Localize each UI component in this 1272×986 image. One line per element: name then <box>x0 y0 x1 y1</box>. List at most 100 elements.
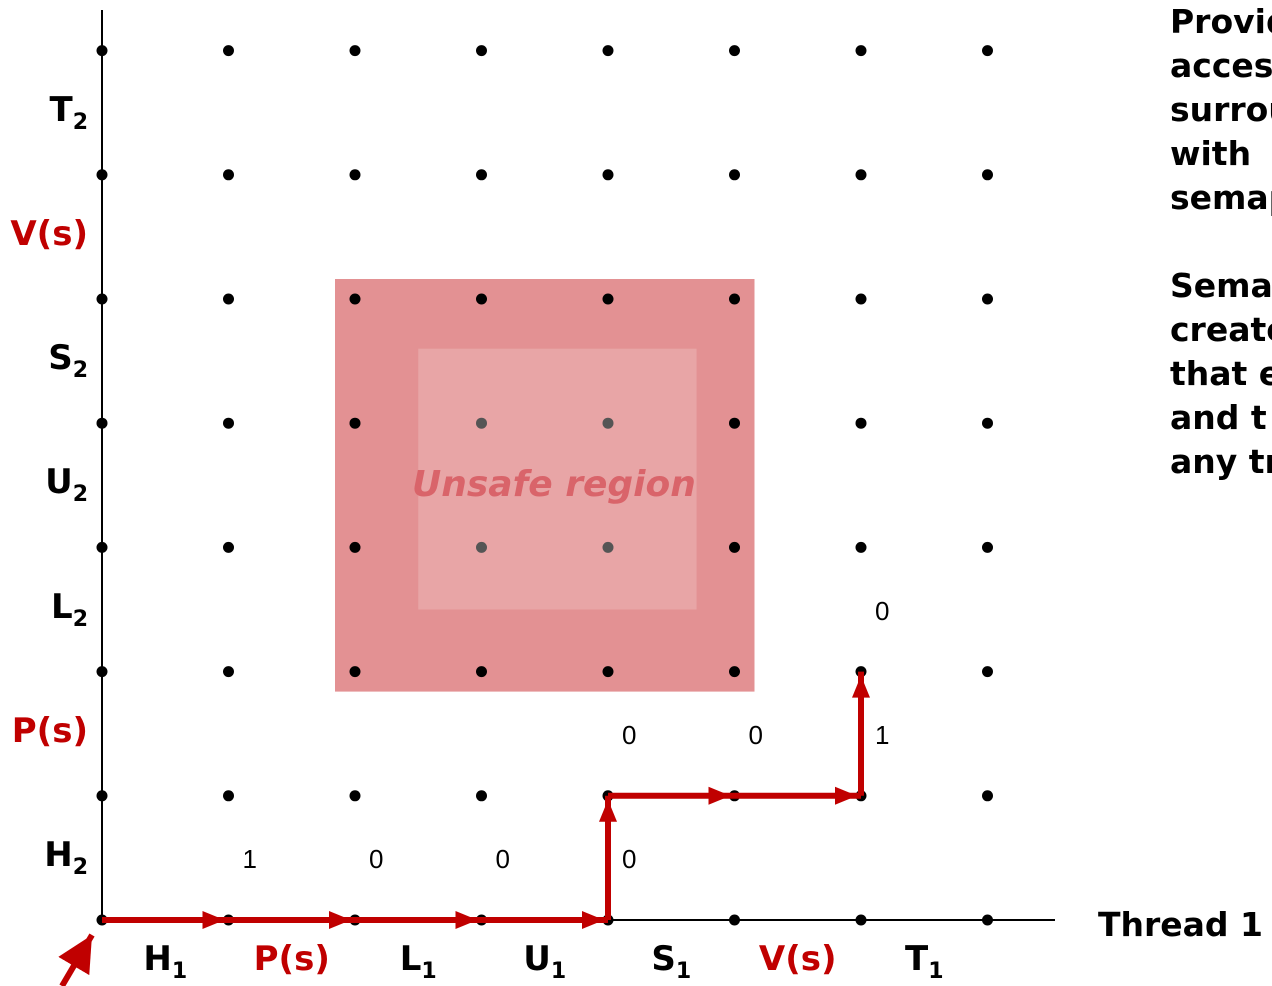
unsafe-region-label: Unsafe region <box>412 464 696 505</box>
trajectory-arrowhead <box>582 911 604 929</box>
grid-point <box>96 169 108 181</box>
grid-point <box>855 293 867 305</box>
grid-point <box>729 541 740 553</box>
semaphore-value: 1 <box>242 844 257 874</box>
thread2-tick-label: L2 <box>51 586 88 632</box>
grid-point <box>982 45 993 57</box>
grid-point <box>855 914 867 926</box>
grid-point <box>982 914 993 926</box>
grid-point <box>223 541 234 553</box>
side-line: Provide <box>1170 2 1272 41</box>
grid-point <box>476 417 487 429</box>
grid-point <box>602 541 614 553</box>
grid-point <box>729 666 740 678</box>
side-line: with <box>1170 134 1252 173</box>
trajectory-arrowhead <box>852 675 870 698</box>
grid-point <box>982 541 993 553</box>
trajectory-arrowhead <box>455 911 478 929</box>
start-arrow <box>58 933 95 986</box>
grid-point <box>223 790 234 802</box>
semaphore-value: 0 <box>369 844 384 874</box>
trajectory-arrowhead <box>599 799 617 822</box>
grid-point <box>982 417 993 429</box>
grid-point <box>729 45 740 57</box>
thread2-tick-label: V(s) <box>10 213 88 254</box>
thread2-tick-label: T2 <box>49 89 88 135</box>
semaphore-value: 0 <box>622 719 637 750</box>
trajectory-arrowhead <box>329 911 351 929</box>
grid-point <box>349 169 361 181</box>
grid-point <box>349 417 361 429</box>
side-line: create <box>1170 310 1272 349</box>
thread2-tick-label: H2 <box>44 834 88 880</box>
grid-point <box>96 417 108 429</box>
thread1-tick-label: S1 <box>651 939 692 984</box>
side-line: semap <box>1170 178 1272 217</box>
grid-point <box>96 45 108 57</box>
grid-point <box>982 790 993 802</box>
grid-point <box>476 293 487 305</box>
side-line: Semap <box>1170 266 1272 305</box>
grid-point <box>982 293 993 305</box>
grid-point <box>96 293 108 305</box>
grid-point <box>602 169 614 181</box>
unsafe-region-inner <box>418 348 697 610</box>
trajectory-arrowhead <box>708 786 731 805</box>
semaphore-value: 1 <box>875 719 890 750</box>
semaphore-value: 0 <box>622 844 637 874</box>
grid-point <box>855 541 867 553</box>
semaphore-value: 0 <box>495 844 510 874</box>
grid-point <box>602 417 614 429</box>
grid-point <box>223 293 234 305</box>
grid-point <box>982 666 993 678</box>
grid-point <box>349 541 361 553</box>
semaphore-value: 0 <box>875 595 890 626</box>
side-line: that e <box>1170 354 1272 393</box>
thread1-tick-label: U1 <box>523 939 567 984</box>
grid-point <box>96 790 108 802</box>
side-line: any tr <box>1170 442 1272 481</box>
thread1-tick-label: P(s) <box>253 939 330 979</box>
thread1-tick-label: T1 <box>904 939 944 984</box>
thread1-axis-title: Thread 1 <box>1098 905 1263 944</box>
grid-point <box>602 293 614 305</box>
side-line: surrou <box>1170 90 1272 129</box>
grid-point <box>476 169 487 181</box>
thread1-tick-label: H1 <box>143 939 188 984</box>
start-arrow-shaft <box>58 933 95 986</box>
unsafe-region <box>335 279 755 692</box>
grid-point <box>96 666 108 678</box>
grid-point <box>349 666 361 678</box>
grid-point <box>602 666 614 678</box>
grid-point <box>349 293 361 305</box>
thread2-tick-label: P(s) <box>11 710 88 751</box>
grid-point <box>729 417 740 429</box>
trajectory-arrowhead <box>202 911 225 929</box>
thread1-tick-label: L1 <box>399 939 437 984</box>
grid-point <box>223 666 234 678</box>
grid-point <box>476 666 487 678</box>
grid-point <box>349 790 361 802</box>
grid-point <box>982 169 993 181</box>
grid-point <box>349 45 361 57</box>
grid-point <box>96 541 108 553</box>
grid-point <box>223 417 234 429</box>
thread1-tick-label: V(s) <box>758 939 837 979</box>
grid-point <box>476 541 487 553</box>
grid-point <box>855 169 867 181</box>
grid-point <box>729 293 740 305</box>
grid-point <box>223 169 234 181</box>
grid-point <box>855 45 867 57</box>
grid-point <box>476 45 487 57</box>
grid-point <box>729 169 740 181</box>
thread2-tick-label: S2 <box>48 338 88 384</box>
grid-point <box>223 45 234 57</box>
grid-point <box>476 790 487 802</box>
grid-point <box>855 417 867 429</box>
trajectory-arrowhead <box>835 786 857 805</box>
grid-point <box>602 45 614 57</box>
thread2-tick-label: U2 <box>45 462 88 508</box>
